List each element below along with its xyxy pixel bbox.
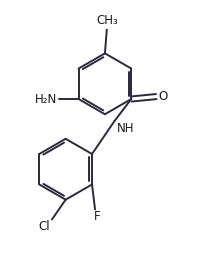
Text: CH₃: CH₃ [96, 14, 118, 27]
Text: F: F [94, 210, 100, 224]
Text: Cl: Cl [39, 220, 50, 233]
Text: NH: NH [117, 122, 134, 135]
Text: H₂N: H₂N [35, 92, 57, 105]
Text: O: O [159, 90, 168, 103]
